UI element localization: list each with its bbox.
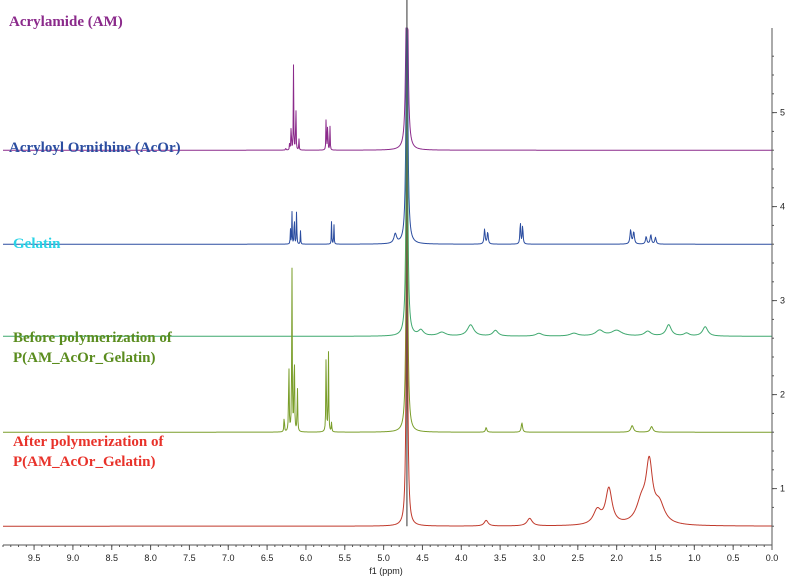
x-tick-label: 8.0 — [144, 553, 157, 563]
x-tick-label: 9.0 — [67, 553, 80, 563]
spectrum-trace-1 — [3, 27, 772, 245]
x-tick-label: 1.5 — [649, 553, 662, 563]
x-tick-label: 4.5 — [416, 553, 429, 563]
y-tick-label: 5 — [780, 108, 785, 118]
x-tick-label: 5.0 — [377, 553, 390, 563]
x-tick-label: 8.5 — [105, 553, 118, 563]
x-tick-label: 0.5 — [727, 553, 740, 563]
label-gelatin: Gelatin — [13, 236, 61, 252]
x-tick-label: 3.0 — [533, 553, 546, 563]
x-tick-label: 4.0 — [455, 553, 468, 563]
spectrum-trace-0 — [3, 27, 772, 151]
x-tick-label: 6.5 — [261, 553, 274, 563]
x-tick-label: 2.5 — [572, 553, 585, 563]
x-tick-label: 1.0 — [688, 553, 701, 563]
x-axis-label: f1 (ppm) — [369, 566, 403, 576]
y-axis-ticks: 1 2 3 4 5 — [772, 55, 785, 527]
label-after-polymerization: After polymerization of P(AM_AcOr_Gelati… — [13, 434, 164, 470]
spectra-traces — [3, 0, 773, 527]
label-acrylamide: Acrylamide (AM) — [9, 14, 123, 30]
y-tick-label: 2 — [780, 390, 785, 400]
label-before-polymerization: Before polymerization of P(AM_AcOr_Gelat… — [13, 330, 172, 366]
x-tick-label: 9.5 — [28, 553, 41, 563]
x-tick-label: 3.5 — [494, 553, 507, 563]
x-tick-label: 2.0 — [610, 553, 623, 563]
y-tick-label: 4 — [780, 202, 785, 212]
label-acryloyl-ornithine: Acryloyl Ornithine (AcOr) — [9, 140, 181, 156]
x-tick-label: 0.0 — [766, 553, 779, 563]
spectrum-trace-3 — [3, 151, 772, 433]
x-tick-label: 7.0 — [222, 553, 235, 563]
spectrum-trace-4 — [3, 245, 773, 527]
x-axis-ticks: 9.5 9.0 8.5 8.0 7.5 7.0 6.5 6.0 5.5 5.0 4.5 4.0 3.5 3… — [2, 545, 779, 563]
x-tick-label: 6.0 — [300, 553, 313, 563]
y-tick-label: 3 — [780, 296, 785, 306]
spectrum-trace-2 — [3, 55, 772, 337]
x-tick-label: 7.5 — [183, 553, 196, 563]
y-tick-label: 1 — [780, 484, 785, 494]
x-tick-label: 5.5 — [339, 553, 352, 563]
